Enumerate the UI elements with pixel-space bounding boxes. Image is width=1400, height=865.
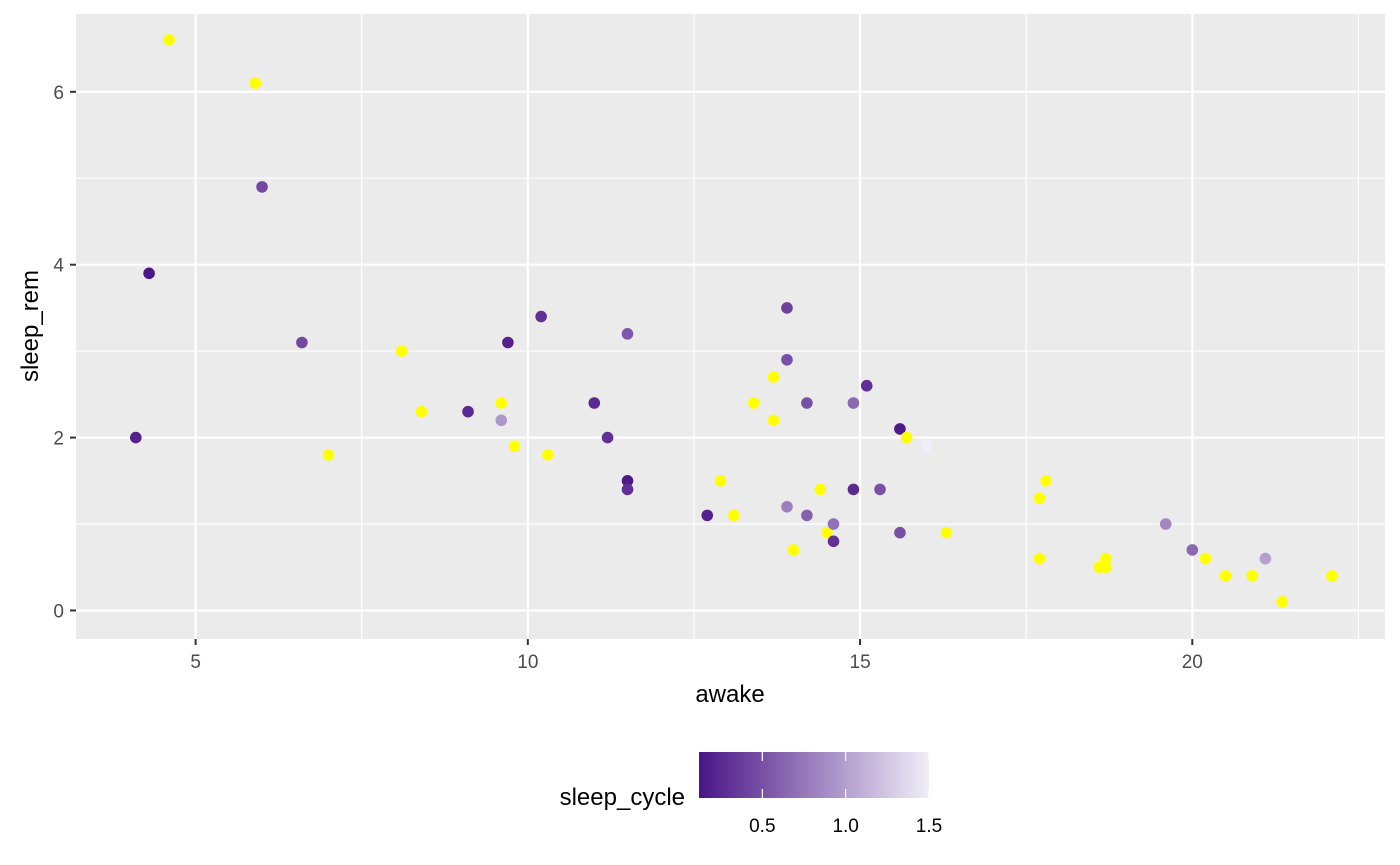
data-point	[920, 440, 933, 453]
data-point	[767, 371, 780, 383]
data-point	[1326, 570, 1338, 582]
data-point	[502, 336, 514, 349]
data-point	[728, 509, 740, 522]
y-tick-label: 2	[53, 429, 64, 450]
data-point	[1219, 570, 1232, 582]
data-point	[787, 544, 800, 556]
data-point	[801, 509, 813, 522]
data-point	[701, 509, 714, 522]
data-point	[874, 483, 886, 496]
data-point	[1100, 561, 1112, 574]
data-point	[495, 397, 508, 409]
data-point	[322, 449, 335, 461]
x-tick-label: 10	[517, 652, 538, 673]
data-point	[163, 34, 175, 46]
data-point	[894, 526, 906, 539]
data-point	[296, 336, 308, 349]
data-point	[847, 483, 860, 496]
data-point	[1033, 492, 1046, 504]
data-point	[781, 500, 793, 513]
data-point	[1100, 552, 1112, 565]
data-point	[1159, 518, 1172, 530]
data-point	[714, 475, 727, 487]
data-point	[781, 353, 793, 366]
minor-gridlines	[76, 14, 1385, 639]
x-tick-label: 20	[1182, 652, 1203, 673]
y-axis-title: sleep_rem	[17, 270, 44, 382]
data-point	[601, 431, 614, 444]
x-axis-ticks: 5 10 15 20	[190, 639, 1203, 673]
data-point	[767, 414, 780, 427]
data-point	[781, 302, 793, 314]
data-point	[1246, 570, 1258, 582]
data-point	[747, 397, 760, 409]
data-point	[1199, 552, 1212, 565]
y-axis-ticks: 0 2 4 6	[53, 83, 76, 622]
data-point	[621, 475, 634, 487]
data-point	[827, 535, 840, 548]
data-point	[256, 181, 268, 193]
data-point	[1259, 552, 1272, 565]
data-point	[395, 345, 408, 357]
y-tick-label: 6	[53, 83, 64, 104]
data-point	[814, 483, 827, 496]
data-point	[249, 77, 262, 89]
data-point	[894, 423, 906, 435]
legend-title: sleep_cycle	[560, 784, 685, 811]
data-point	[508, 440, 521, 453]
legend-colorbar	[699, 752, 929, 798]
data-point	[900, 431, 913, 444]
data-point	[940, 526, 953, 539]
legend-tick-label: 0.5	[749, 816, 775, 837]
data-point	[821, 526, 833, 539]
data-point	[1033, 552, 1046, 565]
x-tick-label: 15	[850, 652, 871, 673]
data-points	[130, 34, 1338, 608]
data-point	[1276, 596, 1288, 608]
x-axis-title: awake	[695, 681, 764, 708]
legend-tick-label: 1.0	[832, 816, 858, 837]
data-point	[588, 397, 601, 409]
data-point	[860, 379, 873, 392]
major-gridlines	[76, 14, 1385, 639]
data-point	[541, 449, 554, 461]
data-point	[462, 405, 474, 418]
legend-ticks: 0.5 1.0 1.5	[749, 752, 942, 837]
data-point	[1040, 475, 1052, 487]
data-point	[621, 328, 634, 340]
plot-panel	[76, 14, 1385, 639]
data-point	[143, 267, 155, 280]
data-point	[495, 414, 508, 427]
data-point	[415, 405, 428, 418]
x-tick-label: 5	[190, 652, 201, 673]
data-point	[130, 431, 142, 444]
data-point	[621, 483, 634, 496]
data-point	[535, 310, 547, 323]
y-tick-label: 4	[53, 256, 64, 277]
y-tick-label: 0	[53, 601, 64, 622]
color-legend: sleep_cycle 0.5 1.0 1.5	[560, 752, 942, 837]
data-point	[847, 397, 860, 409]
legend-tick-label: 1.5	[916, 816, 942, 837]
data-point	[827, 518, 840, 530]
data-point	[1186, 544, 1199, 556]
data-point	[801, 397, 813, 409]
